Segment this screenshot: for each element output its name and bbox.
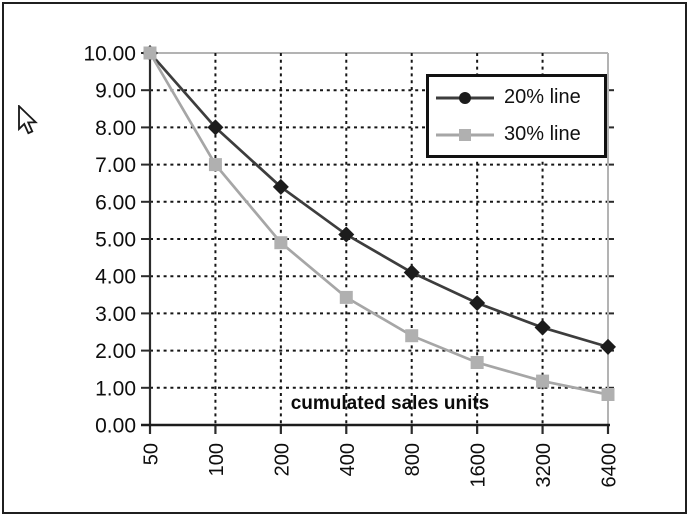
svg-text:9.00: 9.00	[95, 80, 136, 103]
svg-text:100: 100	[206, 443, 228, 476]
svg-text:1.00: 1.00	[95, 377, 136, 400]
svg-text:7.00: 7.00	[95, 154, 136, 177]
svg-text:4.00: 4.00	[95, 266, 136, 289]
svg-text:5.00: 5.00	[95, 229, 136, 252]
svg-text:200: 200	[271, 443, 293, 476]
legend-item-20-line: 20% line	[434, 86, 604, 110]
svg-text:8.00: 8.00	[95, 117, 136, 140]
legend-label-30-line: 30% line	[504, 123, 581, 145]
chart-legend: 20% line 30% line	[426, 74, 607, 158]
mouse-cursor-icon	[18, 105, 38, 135]
legend-label-20-line: 20% line	[504, 86, 581, 108]
svg-text:1600: 1600	[468, 443, 490, 488]
svg-text:2.00: 2.00	[95, 340, 136, 363]
svg-text:400: 400	[337, 443, 359, 476]
svg-text:50: 50	[141, 443, 163, 465]
legend-item-30-line: 30% line	[434, 123, 604, 147]
svg-text:10.00: 10.00	[83, 43, 136, 66]
svg-text:800: 800	[402, 443, 424, 476]
svg-text:0.00: 0.00	[95, 415, 136, 438]
legend-marker-30-line-icon	[436, 128, 494, 141]
svg-text:3200: 3200	[533, 443, 555, 488]
svg-text:6400: 6400	[599, 443, 621, 488]
chart-title: cumulated sales units	[290, 393, 490, 414]
legend-marker-20-line-icon	[436, 91, 494, 104]
svg-text:3.00: 3.00	[95, 303, 136, 326]
svg-text:6.00: 6.00	[95, 191, 136, 214]
